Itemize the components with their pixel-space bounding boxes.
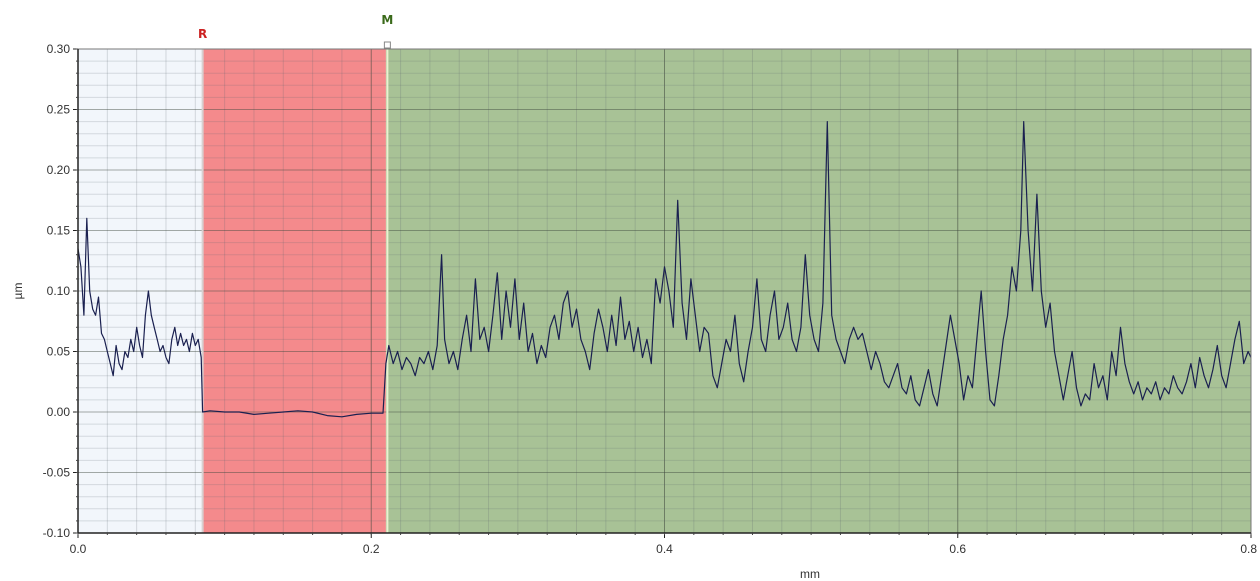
regions-layer [78, 49, 1252, 533]
axes-layer: 0.30 0.25 0.20 0.15 0.10 0.05 0.00 -0.05 -0.10 0.… [43, 42, 1258, 556]
x-tick-label: 0.6 [949, 542, 966, 556]
markers-layer: RM [198, 13, 393, 533]
x-tick-label: 0.2 [363, 542, 380, 556]
series-line-0 [77, 121, 1252, 418]
grid-layer [77, 48, 1252, 534]
region-band-0 [78, 49, 203, 533]
marker-label-m[interactable]: M [381, 13, 393, 27]
y-tick-label: 0.25 [47, 103, 71, 117]
y-tick-label: -0.05 [43, 466, 71, 480]
x-tick-label: 0.8 [1240, 542, 1257, 556]
x-tick-label: 0.4 [656, 542, 673, 556]
x-axis-title: mm [800, 567, 820, 581]
marker-label-r[interactable]: R [198, 27, 207, 41]
y-tick-label: 0.20 [47, 163, 71, 177]
y-axis-title: µm [11, 283, 25, 300]
y-tick-label: 0.05 [47, 345, 71, 359]
y-tick-label: 0.30 [47, 42, 71, 56]
region-band-1 [202, 49, 386, 533]
x-tick-label: 0.0 [70, 542, 87, 556]
marker-handle-m[interactable] [383, 41, 391, 49]
y-tick-label: 0.00 [47, 405, 71, 419]
region-band-2 [385, 49, 1252, 533]
y-tick-label: -0.10 [43, 526, 71, 540]
y-tick-label: 0.10 [47, 284, 71, 298]
series-layer [77, 121, 1252, 418]
y-tick-label: 0.15 [47, 224, 71, 238]
